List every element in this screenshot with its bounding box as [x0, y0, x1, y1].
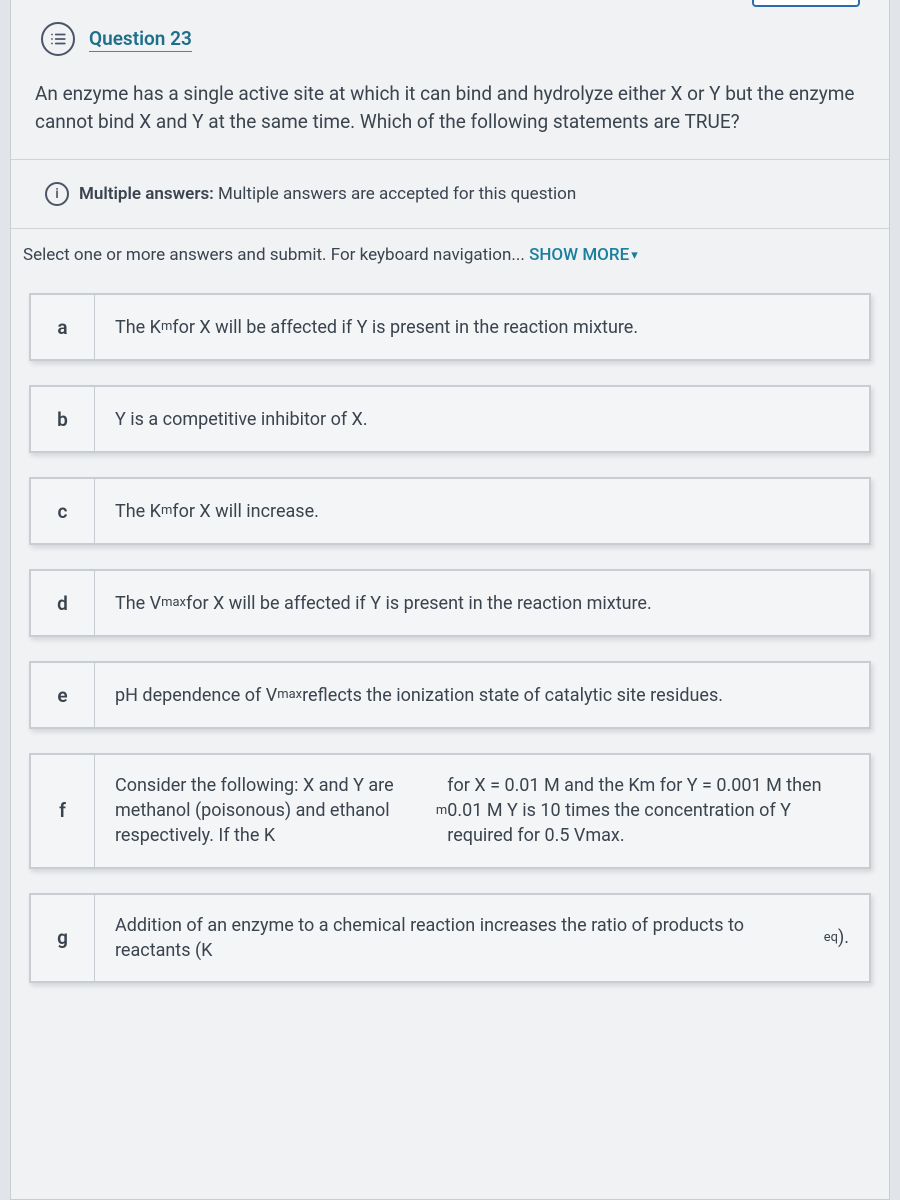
- answer-option-f[interactable]: fConsider the following: X and Y are met…: [29, 753, 871, 869]
- answer-letter: e: [31, 663, 95, 727]
- answer-text: pH dependence of Vmax reflects the ioniz…: [95, 663, 743, 727]
- answer-letter: g: [31, 895, 95, 981]
- question-list-icon[interactable]: [41, 22, 75, 56]
- question-prompt: An enzyme has a single active site at wh…: [11, 76, 889, 159]
- answer-option-a[interactable]: aThe Km for X will be affected if Y is p…: [29, 293, 871, 361]
- question-number[interactable]: Question 23: [89, 27, 192, 52]
- chevron-down-icon: ▾: [631, 248, 638, 263]
- info-rest: Multiple answers are accepted for this q…: [214, 184, 576, 204]
- answer-text: The Vmax for X will be affected if Y is …: [95, 571, 672, 635]
- answer-option-d[interactable]: dThe Vmax for X will be affected if Y is…: [29, 569, 871, 637]
- top-fragment: Remaining: [460, 0, 860, 18]
- answer-option-b[interactable]: bY is a competitive inhibitor of X.: [29, 385, 871, 453]
- answer-letter: d: [31, 571, 95, 635]
- answers-list: aThe Km for X will be affected if Y is p…: [11, 293, 889, 983]
- answer-letter: c: [31, 479, 95, 543]
- instructions-text: Select one or more answers and submit. F…: [23, 245, 529, 265]
- show-more-link[interactable]: SHOW MORE▾: [529, 245, 638, 265]
- remaining-pill: Remaining: [752, 0, 860, 7]
- info-bar-text: Multiple answers: Multiple answers are a…: [79, 184, 576, 204]
- answer-option-c[interactable]: cThe Km for X will increase.: [29, 477, 871, 545]
- answer-option-g[interactable]: gAddition of an enzyme to a chemical rea…: [29, 893, 871, 983]
- question-panel: Question 23 An enzyme has a single activ…: [10, 0, 890, 1200]
- instructions-row: Select one or more answers and submit. F…: [11, 229, 889, 293]
- answer-text: The Km for X will be affected if Y is pr…: [95, 295, 658, 359]
- answer-letter: f: [31, 755, 95, 867]
- info-icon: i: [45, 182, 69, 206]
- answer-text: Consider the following: X and Y are meth…: [95, 755, 869, 867]
- show-more-label: SHOW MORE: [529, 245, 629, 265]
- answer-text: Addition of an enzyme to a chemical reac…: [95, 895, 869, 981]
- multiple-answers-info: i Multiple answers: Multiple answers are…: [11, 159, 889, 229]
- answer-option-e[interactable]: epH dependence of Vmax reflects the ioni…: [29, 661, 871, 729]
- answer-letter: b: [31, 387, 95, 451]
- answer-text: Y is a competitive inhibitor of X.: [95, 387, 388, 451]
- info-bold: Multiple answers:: [79, 184, 214, 204]
- answer-text: The Km for X will increase.: [95, 479, 339, 543]
- answer-letter: a: [31, 295, 95, 359]
